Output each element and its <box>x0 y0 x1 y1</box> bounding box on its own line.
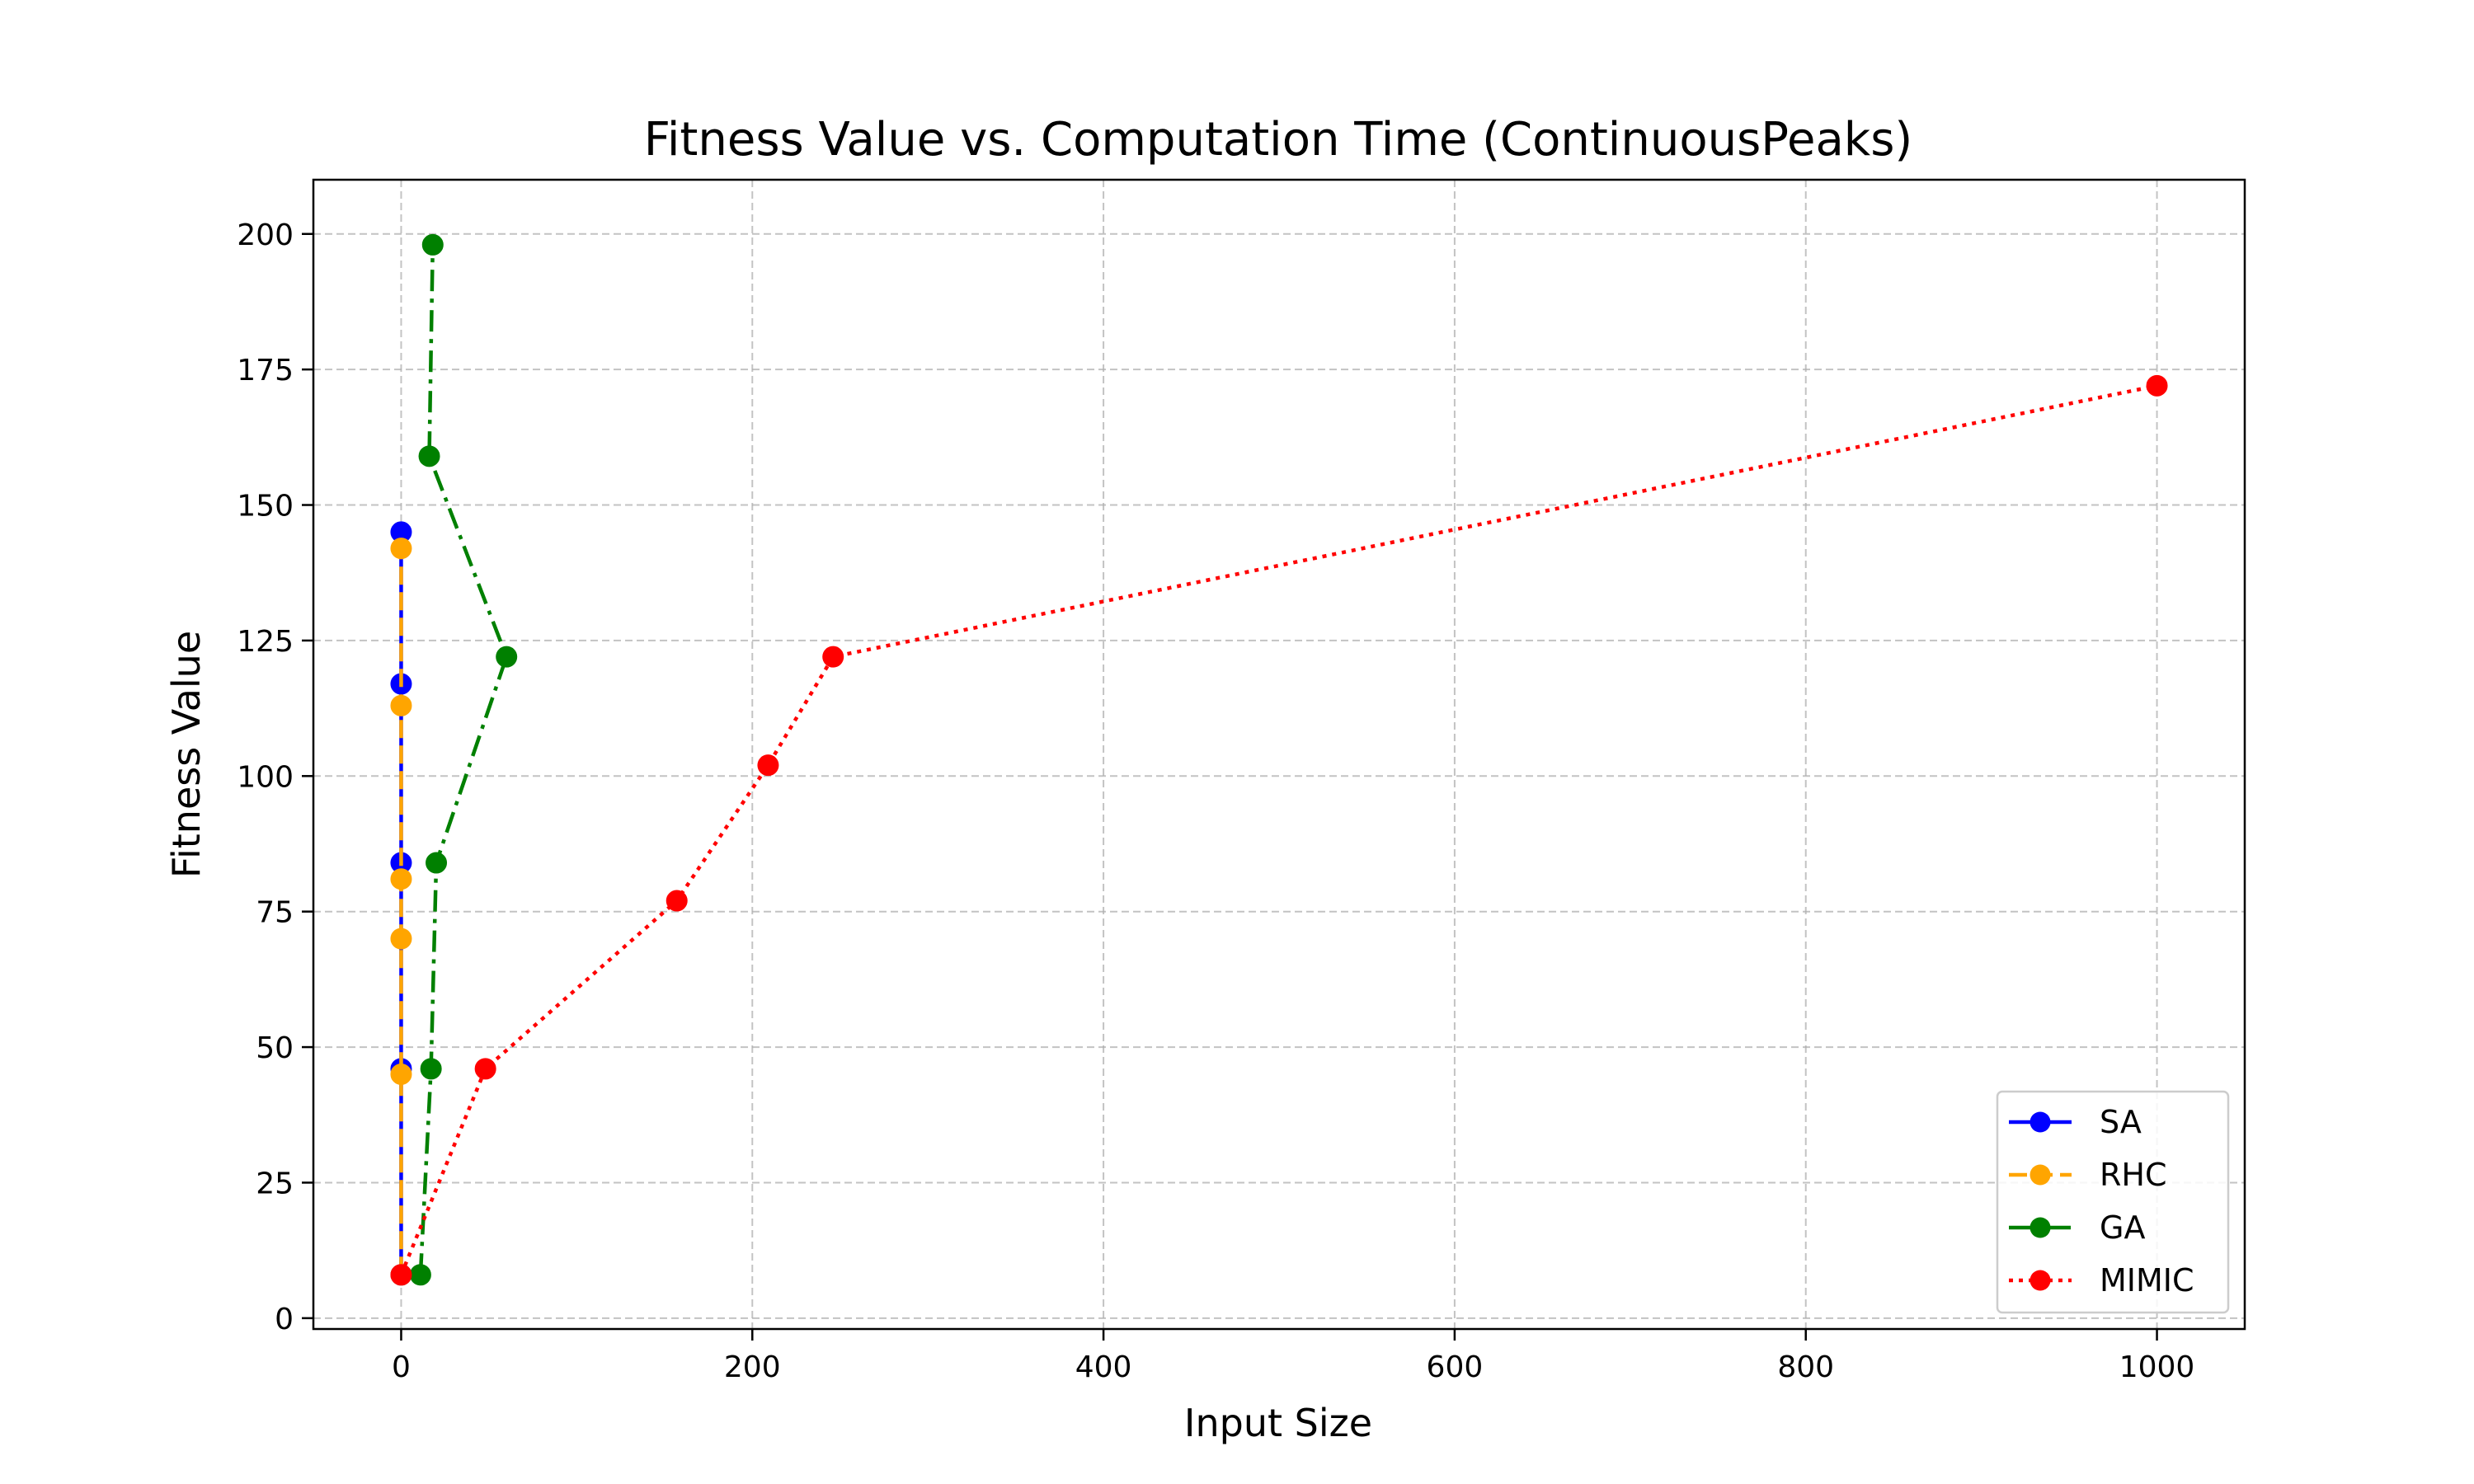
series-line-ga <box>418 244 509 1275</box>
y-tick-label: 200 <box>237 218 294 252</box>
legend-label-mimic: MIMIC <box>2100 1262 2194 1298</box>
legend: SA RHC GA MIMIC <box>1996 1090 2230 1314</box>
legend-entry-ga: GA <box>2009 1209 2145 1246</box>
y-tick-label: 125 <box>237 625 294 659</box>
data-point-rhc <box>390 694 412 716</box>
legend-marker-mimic <box>2030 1270 2051 1291</box>
axis-ticks: 0 200 400 600 800 1000 0 25 50 75 100 125 150 175 200 <box>237 218 2194 1384</box>
series-group <box>390 233 2168 1286</box>
x-axis-label: Input Size <box>1184 1401 1372 1445</box>
legend-box <box>1996 1090 2230 1314</box>
series-mimic <box>390 374 2168 1286</box>
y-tick-label: 75 <box>256 896 294 930</box>
legend-entry-mimic: MIMIC <box>2009 1262 2194 1298</box>
y-tick-label: 50 <box>256 1031 294 1065</box>
data-point-mimic <box>822 646 844 668</box>
x-tick-label: 200 <box>724 1350 781 1384</box>
legend-marker-ga <box>2030 1217 2051 1238</box>
x-tick-label: 800 <box>1777 1350 1834 1384</box>
series-ga <box>409 233 518 1286</box>
legend-marker-sa <box>2030 1111 2051 1133</box>
data-point-ga <box>421 233 444 256</box>
x-tick-label: 400 <box>1075 1350 1132 1384</box>
plot-area-frame <box>312 178 2246 1331</box>
data-point-mimic <box>474 1058 496 1080</box>
legend-label-rhc: RHC <box>2100 1157 2167 1193</box>
data-point-ga <box>409 1264 431 1286</box>
data-point-rhc <box>390 928 412 950</box>
y-tick-label: 150 <box>237 490 294 524</box>
y-tick-label: 175 <box>237 354 294 387</box>
x-tick-label: 0 <box>392 1350 411 1384</box>
legend-label-ga: GA <box>2100 1209 2145 1246</box>
data-point-rhc <box>390 868 412 890</box>
data-point-mimic <box>390 1264 412 1286</box>
data-point-ga <box>418 445 440 467</box>
legend-label-sa: SA <box>2100 1104 2142 1140</box>
chart-title: Fitness Value vs. Computation Time (Cont… <box>644 113 1913 167</box>
y-tick-label: 25 <box>256 1167 294 1200</box>
grid <box>313 180 2245 1329</box>
data-point-ga <box>420 1058 442 1080</box>
series-line-mimic <box>399 383 2157 1276</box>
legend-entry-rhc: RHC <box>2009 1157 2167 1193</box>
x-tick-label: 1000 <box>2119 1350 2195 1384</box>
data-point-mimic <box>757 754 779 777</box>
legend-entry-sa: SA <box>2009 1104 2142 1140</box>
data-point-mimic <box>2146 374 2168 397</box>
y-axis-label: Fitness Value <box>164 631 209 878</box>
data-point-rhc <box>390 1063 412 1085</box>
y-tick-label: 0 <box>275 1303 294 1336</box>
data-point-ga <box>496 646 518 668</box>
data-point-mimic <box>666 890 688 912</box>
legend-marker-rhc <box>2030 1164 2051 1186</box>
data-point-rhc <box>390 538 412 560</box>
x-tick-label: 600 <box>1427 1350 1484 1384</box>
y-tick-label: 100 <box>237 760 294 794</box>
data-point-ga <box>426 852 448 874</box>
